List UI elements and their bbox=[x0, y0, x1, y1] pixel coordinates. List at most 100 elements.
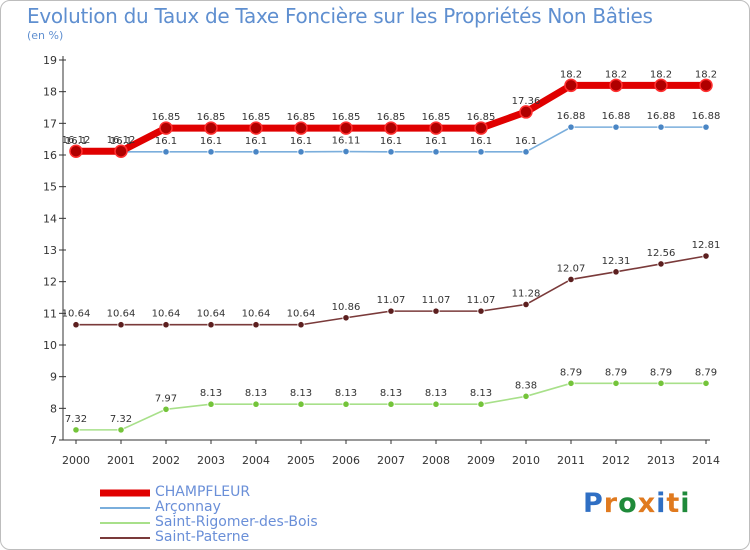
x-tick-label: 2002 bbox=[152, 454, 180, 467]
data-point-ar-onnay bbox=[342, 147, 350, 156]
data-label-ar-onnay: 16.1 bbox=[65, 136, 87, 147]
data-label-saint-rigomer-des-bois: 8.13 bbox=[245, 388, 267, 399]
x-tick-label: 2013 bbox=[647, 454, 675, 467]
data-point-ar-onnay bbox=[297, 148, 305, 156]
x-tick-label: 2009 bbox=[467, 454, 495, 467]
legend-item-arconnay: Arçonnay bbox=[100, 500, 318, 515]
x-tick-label: 2003 bbox=[197, 454, 225, 467]
data-point-saint-rigomer-des-bois bbox=[117, 426, 125, 434]
data-point-saint-rigomer-des-bois bbox=[522, 392, 530, 400]
y-tick-label: 8 bbox=[50, 402, 57, 415]
data-label-saint-paterne: 12.31 bbox=[602, 256, 631, 267]
data-label-saint-rigomer-des-bois: 8.13 bbox=[335, 388, 357, 399]
data-label-saint-paterne: 11.07 bbox=[377, 295, 406, 306]
data-point-saint-paterne bbox=[657, 260, 665, 268]
logo-letter: P bbox=[583, 488, 604, 519]
data-point-saint-rigomer-des-bois bbox=[72, 426, 80, 434]
data-point-saint-rigomer-des-bois bbox=[252, 400, 260, 408]
data-label-champfleur: 16.85 bbox=[332, 112, 361, 123]
legend-label-saint-rigomer: Saint-Rigomer-des-Bois bbox=[155, 514, 318, 530]
legend-item-saint-rigomer: Saint-Rigomer-des-Bois bbox=[100, 515, 318, 530]
data-label-saint-paterne: 10.64 bbox=[62, 309, 91, 320]
legend-label-arconnay: Arçonnay bbox=[155, 499, 221, 515]
data-point-saint-paterne bbox=[612, 268, 620, 276]
data-point-ar-onnay bbox=[522, 148, 530, 156]
data-point-saint-paterne bbox=[117, 321, 125, 329]
data-point-ar-onnay bbox=[612, 123, 620, 131]
y-tick-label: 14 bbox=[43, 212, 57, 225]
data-point-saint-paterne bbox=[162, 321, 170, 329]
x-tick-label: 2000 bbox=[62, 454, 90, 467]
data-label-saint-paterne: 12.81 bbox=[692, 240, 721, 251]
data-label-saint-rigomer-des-bois: 8.13 bbox=[200, 388, 222, 399]
logo-letter: t bbox=[666, 488, 681, 519]
data-label-saint-paterne: 10.64 bbox=[242, 309, 271, 320]
data-point-champfleur bbox=[699, 78, 713, 93]
y-tick-label: 16 bbox=[43, 149, 57, 162]
x-tick-label: 2012 bbox=[602, 454, 630, 467]
data-point-champfleur bbox=[294, 121, 308, 135]
data-point-saint-rigomer-des-bois bbox=[477, 400, 485, 408]
data-point-champfleur bbox=[204, 121, 218, 135]
data-label-ar-onnay: 16.1 bbox=[515, 136, 537, 147]
legend-swatch-arconnay bbox=[100, 507, 150, 509]
data-label-saint-paterne: 11.07 bbox=[467, 295, 496, 306]
data-point-champfleur bbox=[249, 121, 263, 135]
chart-legend: CHAMPFLEUR Arçonnay Saint-Rigomer-des-Bo… bbox=[100, 485, 318, 545]
y-tick-label: 10 bbox=[43, 339, 57, 352]
data-point-saint-rigomer-des-bois bbox=[567, 379, 575, 387]
data-label-ar-onnay: 16.88 bbox=[602, 111, 631, 122]
data-label-ar-onnay: 16.88 bbox=[647, 111, 676, 122]
data-label-ar-onnay: 16.1 bbox=[470, 136, 492, 147]
data-point-saint-rigomer-des-bois bbox=[162, 405, 170, 413]
data-point-saint-rigomer-des-bois bbox=[207, 400, 215, 408]
y-tick-label: 11 bbox=[43, 307, 57, 320]
data-point-champfleur bbox=[519, 105, 533, 119]
data-label-saint-paterne: 10.64 bbox=[197, 309, 226, 320]
y-tick-label: 19 bbox=[43, 54, 57, 67]
x-tick-label: 2011 bbox=[557, 454, 585, 467]
legend-item-saint-paterne: Saint-Paterne bbox=[100, 530, 318, 545]
data-label-saint-rigomer-des-bois: 7.97 bbox=[155, 393, 177, 404]
data-point-champfleur bbox=[564, 78, 578, 93]
data-point-ar-onnay bbox=[432, 148, 440, 156]
data-label-ar-onnay: 16.1 bbox=[290, 136, 312, 147]
data-label-saint-rigomer-des-bois: 8.13 bbox=[425, 388, 447, 399]
x-tick-label: 2010 bbox=[512, 454, 540, 467]
data-point-ar-onnay bbox=[657, 123, 665, 131]
data-point-saint-rigomer-des-bois bbox=[612, 379, 620, 387]
legend-swatch-saint-paterne bbox=[100, 537, 150, 539]
data-label-champfleur: 16.12 bbox=[62, 135, 91, 146]
data-label-ar-onnay: 16.1 bbox=[110, 136, 132, 147]
y-tick-label: 13 bbox=[43, 244, 57, 257]
data-label-ar-onnay: 16.1 bbox=[425, 136, 447, 147]
data-point-ar-onnay bbox=[252, 148, 260, 156]
data-point-champfleur bbox=[654, 78, 668, 93]
data-point-saint-paterne bbox=[252, 321, 260, 329]
data-label-champfleur: 16.12 bbox=[107, 135, 136, 146]
data-label-champfleur: 16.85 bbox=[242, 112, 271, 123]
data-point-ar-onnay bbox=[477, 148, 485, 156]
data-label-champfleur: 18.2 bbox=[695, 69, 717, 80]
logo-letter: i bbox=[680, 488, 691, 519]
logo-letter: o bbox=[618, 488, 638, 519]
x-tick-label: 2004 bbox=[242, 454, 270, 467]
data-point-saint-paterne bbox=[477, 307, 485, 315]
data-label-champfleur: 16.85 bbox=[287, 112, 316, 123]
logo-letter: r bbox=[603, 488, 619, 519]
data-point-saint-paterne bbox=[702, 252, 710, 260]
data-point-saint-paterne bbox=[522, 300, 530, 309]
logo-letter: i bbox=[656, 488, 667, 519]
data-point-saint-rigomer-des-bois bbox=[387, 400, 395, 408]
data-point-saint-rigomer-des-bois bbox=[342, 400, 350, 408]
data-label-champfleur: 17.36 bbox=[512, 96, 541, 107]
data-point-champfleur bbox=[384, 121, 398, 135]
data-label-saint-rigomer-des-bois: 8.79 bbox=[650, 367, 672, 378]
y-tick-label: 18 bbox=[43, 86, 57, 99]
proxiti-logo: Proxiti bbox=[583, 488, 691, 519]
data-label-champfleur: 18.2 bbox=[560, 69, 582, 80]
data-label-saint-paterne: 12.07 bbox=[557, 263, 586, 274]
data-label-champfleur: 16.85 bbox=[152, 112, 181, 123]
